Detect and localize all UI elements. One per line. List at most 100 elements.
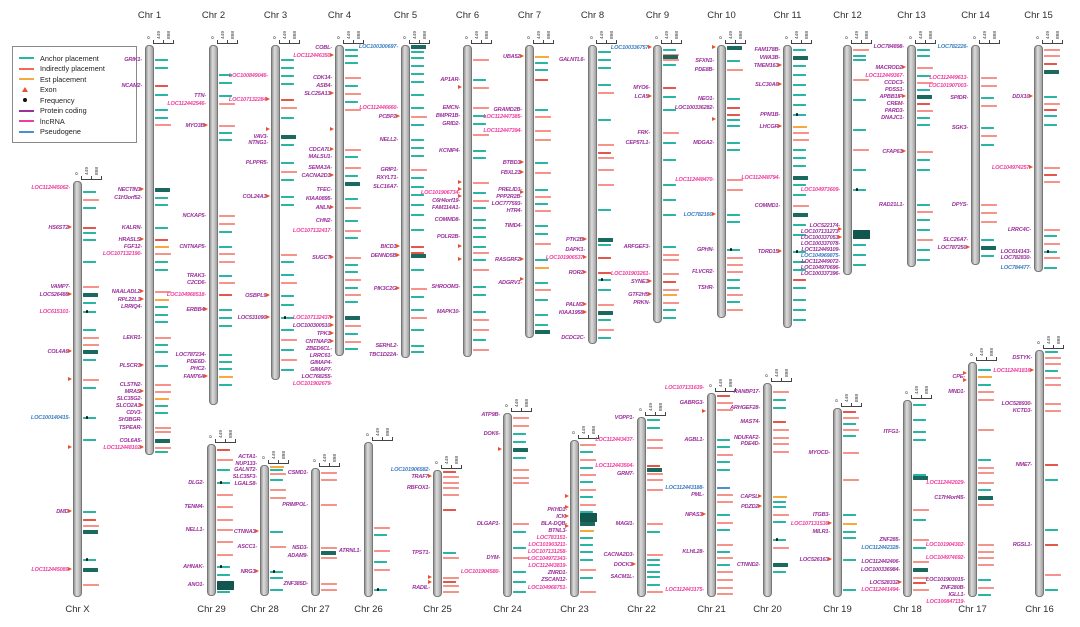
scale-ruler: 0 449 898 [337, 18, 367, 44]
ruler-tick [353, 40, 354, 44]
ruler-tick-label: 0 [337, 36, 342, 39]
placement-tick [344, 207, 361, 209]
exon-marker [140, 187, 144, 192]
gene-label: PDE8B- [694, 66, 715, 73]
ruler-tick [329, 463, 330, 467]
placement-tick [218, 95, 232, 97]
placement-tick [1043, 235, 1057, 237]
placement-tick [344, 301, 358, 303]
placement-tick [410, 94, 424, 96]
placement-tick [218, 361, 232, 363]
placement-tick [154, 391, 171, 393]
gene-label: SLC16A7- [373, 183, 398, 190]
placement-tick [410, 229, 424, 231]
ruler-tick [319, 463, 320, 467]
placement-tick [280, 204, 294, 206]
gene-label: LOC614143- [1000, 248, 1032, 255]
gene-label: MYO3B- [185, 122, 206, 129]
exon-marker [520, 160, 524, 165]
ruler-tick-label: 0 [655, 36, 660, 39]
placement-tick [772, 391, 789, 393]
placement-tick [344, 149, 361, 151]
gene-label: VAV3- [253, 133, 268, 140]
placement-tick [154, 299, 169, 301]
placement-tick [512, 433, 526, 435]
gene-label: LOC782226- [937, 43, 969, 50]
placement-tick [726, 107, 740, 109]
placement-tick [977, 594, 991, 596]
ruler-tick-label: 898 [1056, 30, 1061, 39]
ruler-tick-label: 449 [221, 30, 226, 39]
exon-marker [828, 521, 832, 526]
gene-label: LOC107131258- [527, 548, 567, 555]
gene-label: ZBED6CL- [305, 345, 332, 352]
placement-tick [726, 69, 743, 71]
placement-tick [579, 511, 593, 513]
placement-tick [344, 220, 358, 222]
gene-label: APBB1IP- [879, 93, 904, 100]
gene-label: LOC104973609- [800, 186, 840, 193]
scale-ruler: 0 449 898 [403, 18, 433, 44]
gene-label: LOC526163- [799, 556, 831, 563]
placement-tick [320, 479, 337, 481]
gene-label: PPP2R2B- [496, 193, 522, 200]
placement-tick [472, 79, 486, 81]
placement-tick [662, 55, 678, 59]
placement-tick [218, 223, 235, 225]
ruler-tick-label: 898 [929, 30, 934, 39]
gene-label: DOK6- [483, 430, 501, 437]
ruler-tick-label: 898 [865, 30, 870, 39]
placement-tick [344, 62, 358, 64]
ruler-tick [791, 40, 792, 44]
placement-tick [916, 239, 933, 241]
placement-tick [597, 152, 611, 154]
placement-tick [534, 56, 549, 58]
gene-label: MYO6- [633, 84, 650, 91]
placement-tick [154, 412, 168, 414]
gene-label: BICD1- [380, 243, 399, 250]
placement-tick [597, 144, 614, 146]
placement-tick [980, 127, 994, 129]
gene-label: DLG2- [188, 479, 204, 486]
gene-label: AGBL1- [684, 436, 704, 443]
placement-tick [218, 261, 235, 263]
chromosome-label: Chr 2 [201, 10, 226, 21]
exon-marker [583, 302, 587, 307]
exon-marker [712, 45, 716, 50]
gene-label: LOC101903015- [925, 576, 965, 583]
gene-label: CACNA2D1- [301, 172, 332, 179]
gene-label: ADGRV1- [498, 279, 522, 286]
placement-tick [410, 214, 424, 216]
gene-label: PPM1B- [760, 111, 780, 118]
placement-tick [662, 64, 676, 66]
gene-label: NSD3- [292, 544, 308, 551]
gene-label: MAGI1- [615, 520, 635, 527]
placement-tick [82, 530, 98, 534]
placement-tick [534, 196, 551, 198]
ruler-tick [343, 40, 344, 44]
gene-label: LOC784477- [1000, 264, 1032, 271]
exon-marker [778, 82, 782, 87]
placement-tick [154, 365, 168, 367]
placement-tick [344, 237, 358, 239]
placement-tick [410, 345, 424, 347]
frequency-dot [85, 416, 89, 419]
placement-tick [218, 103, 235, 105]
placement-tick [512, 477, 529, 479]
ruler-tick [1043, 345, 1044, 349]
exon-marker [648, 292, 652, 297]
ruler-tick [235, 439, 236, 443]
placement-tick [646, 447, 663, 449]
ruler-tick-label: 0 [845, 36, 850, 39]
placement-tick [842, 537, 856, 539]
placement-tick [472, 339, 486, 341]
gene-label: SLC25A13- [304, 90, 332, 97]
legend-item: Indirectly placement [19, 64, 131, 75]
chromosome-label: Chr 1 [137, 10, 162, 21]
ruler-tick [1053, 345, 1054, 349]
placement-tick [218, 253, 235, 255]
placement-tick [269, 546, 286, 548]
placement-tick [912, 431, 926, 433]
placement-tick [410, 155, 424, 157]
placement-tick [1044, 357, 1061, 359]
